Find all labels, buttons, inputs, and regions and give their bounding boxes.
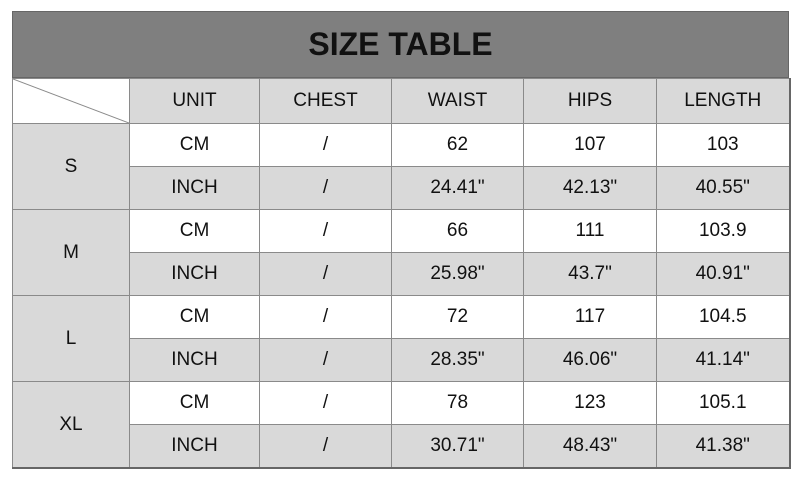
size-label: L [12,295,130,382]
chest-cell: / [259,381,392,425]
table-row: INCH/30.71" 48.43" 41.38" [13,424,790,469]
waist-cell: 66 [391,209,524,253]
length-cell: 41.38" [656,424,790,469]
unit-cell: CM [129,123,260,167]
hips-cell: 46.06" [523,338,657,382]
length-cell: 41.14" [656,338,790,382]
chest-cell: / [259,424,392,469]
length-cell: 40.55" [656,166,790,210]
length-cell: 105.1 [656,381,790,425]
unit-cell: CM [129,381,260,425]
waist-cell: 28.35" [391,338,524,382]
unit-cell: INCH [129,338,260,382]
header-length: LENGTH [656,78,790,124]
length-cell: 104.5 [656,295,790,339]
size-table-container: SIZE TABLE UNIT CHEST WAIST HIPS LENGTH … [12,11,791,469]
header-hips: HIPS [523,78,657,124]
header-unit: UNIT [129,78,260,124]
waist-cell: 30.71" [391,424,524,469]
header-chest: CHEST [259,78,392,124]
unit-cell: CM [129,209,260,253]
length-cell: 103 [656,123,790,167]
table-row: INCH/25.98" 43.7" 40.91" [13,252,790,296]
chest-cell: / [259,166,392,210]
waist-cell: 72 [391,295,524,339]
size-label: S [12,123,130,210]
hips-cell: 43.7" [523,252,657,296]
hips-cell: 111 [523,209,657,253]
unit-cell: CM [129,295,260,339]
table-row: S CM/62 107 103 [12,123,790,210]
header-waist: WAIST [391,78,524,124]
chest-cell: / [259,123,392,167]
table-row: INCH/24.41" 42.13" 40.55" [13,166,790,210]
waist-cell: 24.41" [391,166,524,210]
hips-cell: 48.43" [523,424,657,469]
hips-cell: 42.13" [523,166,657,210]
diagonal-divider [13,79,129,123]
waist-cell: 78 [391,381,524,425]
chest-cell: / [259,252,392,296]
hips-cell: 123 [523,381,657,425]
chest-cell: / [259,295,392,339]
hips-cell: 107 [523,123,657,167]
size-table: UNIT CHEST WAIST HIPS LENGTH S CM/62 107 10… [12,78,791,469]
table-row: M CM/66 111 103.9 [12,209,790,296]
table-title: SIZE TABLE [12,11,789,78]
chest-cell: / [259,209,392,253]
unit-cell: INCH [129,424,260,469]
unit-cell: INCH [129,252,260,296]
table-row: INCH/28.35" 46.06" 41.14" [13,338,790,382]
table-row: L CM/72 117 104.5 [12,295,790,382]
length-cell: 103.9 [656,209,790,253]
chest-cell: / [259,338,392,382]
size-label: XL [12,381,130,469]
size-label: M [12,209,130,296]
length-cell: 40.91" [656,252,790,296]
waist-cell: 62 [391,123,524,167]
waist-cell: 25.98" [391,252,524,296]
header-row: UNIT CHEST WAIST HIPS LENGTH [12,78,790,124]
unit-cell: INCH [129,166,260,210]
corner-cell [12,78,130,124]
hips-cell: 117 [523,295,657,339]
table-row: XL CM/78 123 105.1 [12,381,790,469]
